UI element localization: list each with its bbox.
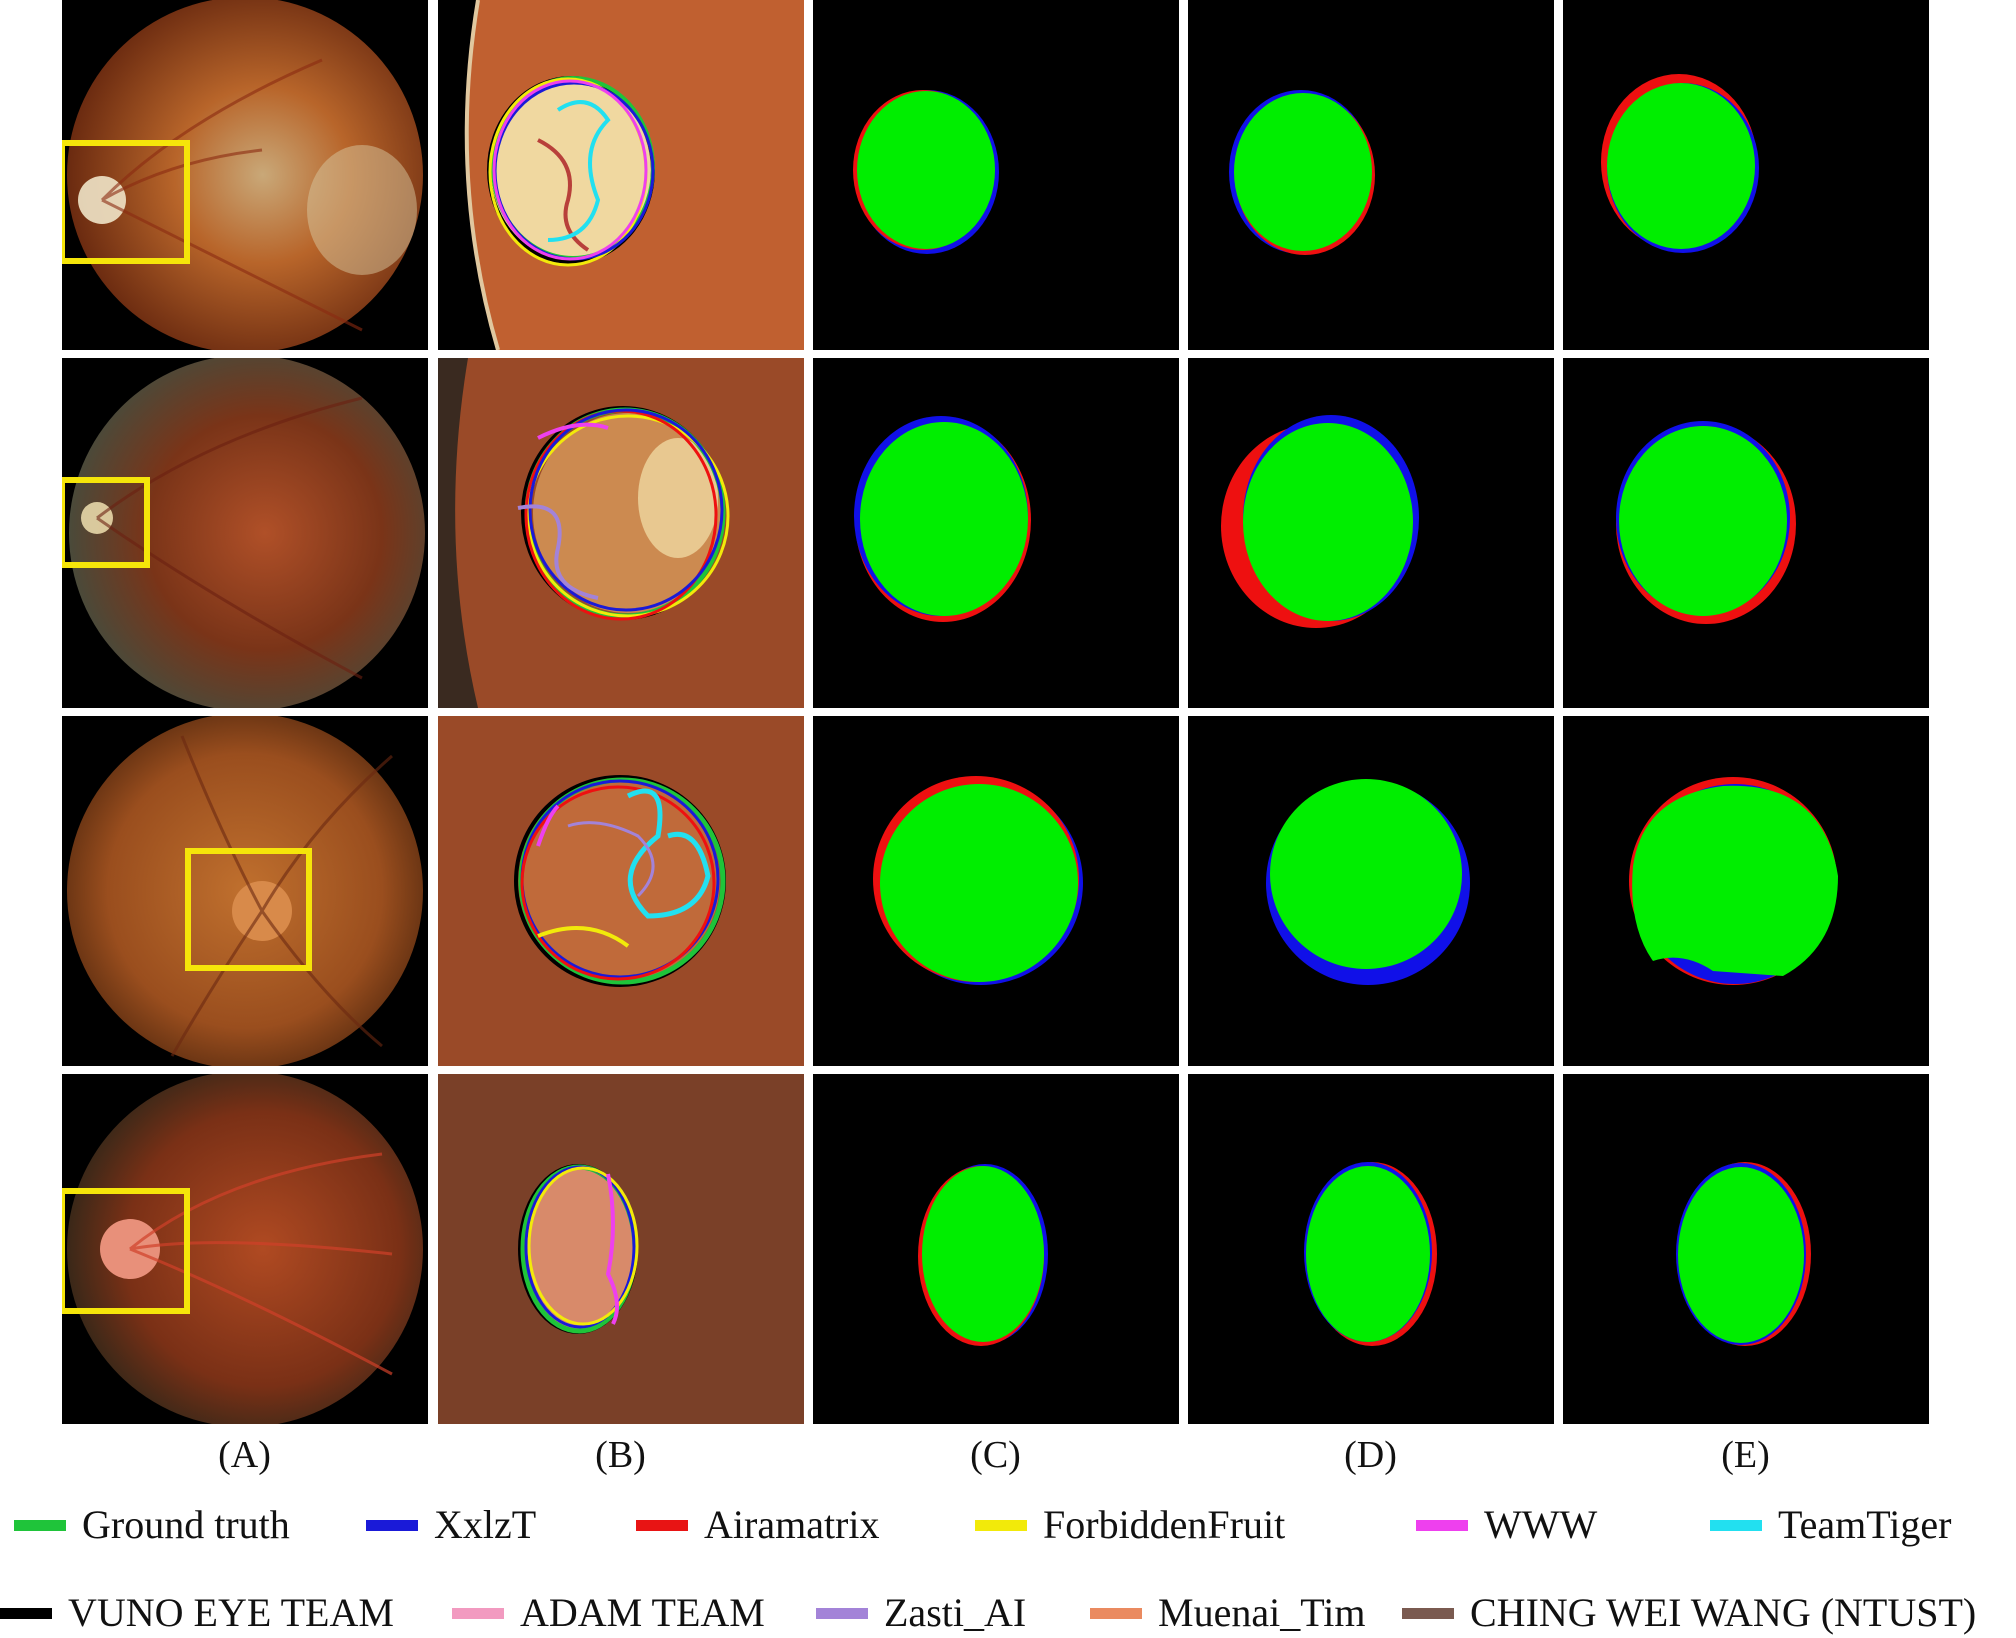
fundus-image bbox=[62, 0, 428, 350]
legend-item-www: WWW bbox=[1416, 1502, 1597, 1548]
segmentation-mask bbox=[1563, 1074, 1929, 1424]
legend-swatch bbox=[975, 1519, 1027, 1531]
legend-label: XxlzT bbox=[434, 1502, 537, 1547]
legend-item-ground-truth: Ground truth bbox=[14, 1502, 290, 1548]
legend-item-forbiddenfruit: ForbiddenFruit bbox=[975, 1502, 1285, 1548]
legend-label: CHING WEI WANG (NTUST) bbox=[1470, 1590, 1977, 1635]
legend-label: Zasti_AI bbox=[884, 1590, 1027, 1635]
legend-swatch bbox=[1416, 1519, 1468, 1531]
legend-item-teamtiger: TeamTiger bbox=[1710, 1502, 1951, 1548]
legend-swatch bbox=[452, 1607, 504, 1619]
legend-swatch bbox=[366, 1519, 418, 1531]
legend-item-xxlzt: XxlzT bbox=[366, 1502, 536, 1548]
segmentation-mask bbox=[1563, 716, 1929, 1066]
legend-label: TeamTiger bbox=[1778, 1502, 1952, 1547]
legend-label: Ground truth bbox=[82, 1502, 290, 1547]
optic-disc-crop bbox=[438, 716, 804, 1066]
column-label-e: (E) bbox=[1721, 1434, 1770, 1476]
segmentation-mask bbox=[1563, 0, 1929, 350]
legend-swatch bbox=[816, 1607, 868, 1619]
legend-label: ForbiddenFruit bbox=[1043, 1502, 1286, 1547]
optic-disc-crop bbox=[438, 1074, 804, 1424]
legend-item-ching-wei-wang: CHING WEI WANG (NTUST) bbox=[1402, 1590, 1976, 1636]
segmentation-mask bbox=[1188, 358, 1554, 708]
fundus-image bbox=[62, 1074, 428, 1424]
legend-swatch bbox=[0, 1607, 52, 1619]
segmentation-mask bbox=[1188, 0, 1554, 350]
fundus-image bbox=[62, 358, 428, 708]
legend-swatch bbox=[636, 1519, 688, 1531]
column-label-a: (A) bbox=[218, 1434, 271, 1476]
segmentation-mask bbox=[1563, 358, 1929, 708]
fundus-image bbox=[62, 716, 428, 1066]
column-label-c: (C) bbox=[970, 1434, 1021, 1476]
legend-item-muenai-tim: Muenai_Tim bbox=[1090, 1590, 1365, 1636]
segmentation-mask bbox=[1188, 1074, 1554, 1424]
legend-swatch bbox=[1710, 1519, 1762, 1531]
legend-swatch bbox=[1090, 1607, 1142, 1619]
legend-label: Muenai_Tim bbox=[1158, 1590, 1366, 1635]
column-label-d: (D) bbox=[1344, 1434, 1397, 1476]
segmentation-mask bbox=[813, 0, 1179, 350]
optic-disc-crop bbox=[438, 358, 804, 708]
segmentation-mask bbox=[813, 1074, 1179, 1424]
optic-disc-crop bbox=[438, 0, 804, 350]
legend-label: VUNO EYE TEAM bbox=[68, 1590, 394, 1635]
segmentation-mask bbox=[813, 358, 1179, 708]
legend-item-zasti-ai: Zasti_AI bbox=[816, 1590, 1026, 1636]
legend-label: Airamatrix bbox=[704, 1502, 880, 1547]
segmentation-mask bbox=[813, 716, 1179, 1066]
column-label-b: (B) bbox=[595, 1434, 646, 1476]
legend-item-airamatrix: Airamatrix bbox=[636, 1502, 880, 1548]
legend-item-vuno-eye-team: VUNO EYE TEAM bbox=[0, 1590, 394, 1636]
legend-label: ADAM TEAM bbox=[520, 1590, 765, 1635]
legend-item-adam-team: ADAM TEAM bbox=[452, 1590, 765, 1636]
legend-label: WWW bbox=[1484, 1502, 1598, 1547]
segmentation-mask bbox=[1188, 716, 1554, 1066]
legend-swatch bbox=[1402, 1607, 1454, 1619]
legend-swatch bbox=[14, 1519, 66, 1531]
